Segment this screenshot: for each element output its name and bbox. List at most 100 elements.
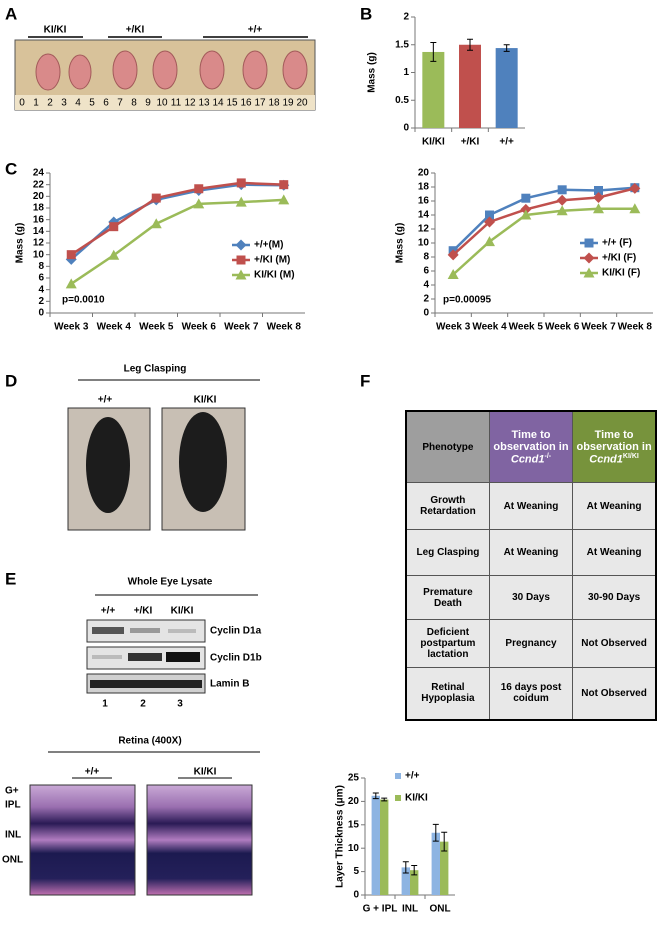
- ruler-number: 5: [89, 98, 95, 109]
- genotype-label: +/+: [85, 767, 100, 778]
- marker: [65, 278, 77, 289]
- x-tick-label: Week 3: [54, 322, 89, 333]
- y-tick-label: 0: [38, 308, 44, 319]
- ruler-number: 18: [268, 98, 280, 109]
- y-tick-label: 12: [33, 238, 45, 249]
- legend-label: KI/KI (F): [602, 268, 640, 279]
- y-tick-label: 15: [348, 819, 360, 830]
- error-bar: [372, 792, 379, 800]
- table-cell: Growth Retardation: [405, 482, 490, 530]
- lane-number: 1: [102, 699, 108, 710]
- y-axis-label: Mass (g): [395, 223, 406, 264]
- y-tick-label: 1: [403, 67, 409, 78]
- error-bar: [441, 831, 448, 852]
- header-text: Time to observation in: [576, 428, 652, 453]
- ruler-number: 2: [47, 98, 53, 109]
- marker: [557, 185, 567, 195]
- marker: [279, 180, 289, 190]
- legend-label: +/KI (M): [254, 255, 290, 266]
- y-tick-label: 0: [403, 123, 409, 134]
- y-tick-label: 0: [423, 308, 429, 319]
- marker: [521, 193, 531, 203]
- marker: [520, 203, 532, 215]
- x-tick-label: ONL: [429, 904, 450, 915]
- retina-image: [29, 784, 136, 896]
- x-tick-label: Week 4: [97, 322, 132, 333]
- marker: [278, 194, 290, 205]
- y-axis-label: Mass (g): [367, 52, 378, 93]
- y-tick-label: 24: [33, 168, 45, 179]
- legend-label: +/+(M): [254, 240, 283, 251]
- marker: [236, 178, 246, 188]
- gene-name: Ccnd1: [589, 453, 623, 466]
- legend-marker: [584, 238, 594, 248]
- y-tick-label: 0.5: [395, 95, 409, 106]
- error-bar: [432, 823, 439, 842]
- ruler-number: 8: [131, 98, 137, 109]
- panel-title: Retina (400X): [118, 736, 181, 747]
- y-tick-label: 5: [353, 866, 359, 877]
- y-tick-label: 25: [348, 773, 360, 784]
- ruler-number: 17: [254, 98, 266, 109]
- panel-label: A: [5, 4, 17, 23]
- marker: [447, 269, 459, 279]
- y-tick-label: 4: [38, 284, 44, 295]
- x-tick-label: Week 7: [581, 322, 616, 333]
- ruler-number: 0: [19, 98, 25, 109]
- header-cell: Time to observation in Ccnd1KI/KI: [572, 410, 657, 483]
- legend-label: +/+ (F): [602, 238, 632, 249]
- header-cell: Time to observation in Ccnd1-/-: [488, 410, 574, 483]
- y-tick-label: 22: [33, 179, 45, 190]
- ruler-number: 7: [117, 98, 123, 109]
- table-cell: At Weaning: [572, 529, 657, 576]
- ruler-number: 4: [75, 98, 81, 109]
- table-cell: At Weaning: [488, 529, 574, 576]
- lane-label: KI/KI: [171, 606, 194, 617]
- series-line: [452, 186, 635, 252]
- genotype-label: KI/KI: [194, 767, 217, 778]
- marker: [109, 222, 119, 232]
- bar: [440, 841, 449, 895]
- table-cell: 30 Days: [488, 575, 574, 620]
- legend-label: KI/KI (M): [254, 270, 295, 281]
- error-bar: [381, 797, 388, 802]
- legend-swatch: [395, 795, 401, 801]
- table-cell: Deficient postpartum lactation: [405, 619, 490, 668]
- ruler-number: 13: [198, 98, 210, 109]
- lane-label: +/+: [101, 606, 116, 617]
- y-tick-label: 2: [403, 12, 409, 23]
- ruler-number: 10: [156, 98, 168, 109]
- x-tick-label: +/+: [499, 137, 514, 148]
- marker: [593, 192, 604, 203]
- table-cell: Not Observed: [572, 667, 657, 720]
- genotype-label: +/+: [248, 25, 263, 36]
- band-label: Lamin B: [210, 679, 249, 690]
- ruler-number: 6: [103, 98, 109, 109]
- marker: [66, 250, 76, 260]
- x-tick-label: +/KI: [461, 137, 480, 148]
- panel-title: Leg Clasping: [124, 364, 187, 375]
- y-tick-label: 2: [423, 294, 429, 305]
- y-tick-label: 18: [33, 203, 45, 214]
- error-bar: [503, 44, 510, 52]
- y-axis-label: Layer Thickness (μm): [335, 785, 346, 888]
- x-tick-label: Week 5: [139, 322, 174, 333]
- x-tick-label: INL: [402, 904, 418, 915]
- retina-image: [146, 784, 253, 896]
- table-cell: 30-90 Days: [572, 575, 657, 620]
- y-tick-label: 14: [418, 210, 430, 221]
- y-tick-label: 8: [423, 252, 429, 263]
- x-tick-label: Week 3: [436, 322, 471, 333]
- genotype-label: KI/KI: [44, 25, 67, 36]
- y-tick-label: 0: [353, 890, 359, 901]
- x-tick-label: G + IPL: [363, 904, 398, 915]
- header-cell: Phenotype: [405, 410, 490, 483]
- pups: [35, 50, 308, 91]
- legend-label: +/KI (F): [602, 253, 636, 264]
- marker: [485, 210, 494, 220]
- header-text: Phenotype: [422, 441, 474, 453]
- ruler-number: 12: [184, 98, 196, 109]
- bar: [371, 795, 380, 895]
- lane-number: 3: [177, 699, 183, 710]
